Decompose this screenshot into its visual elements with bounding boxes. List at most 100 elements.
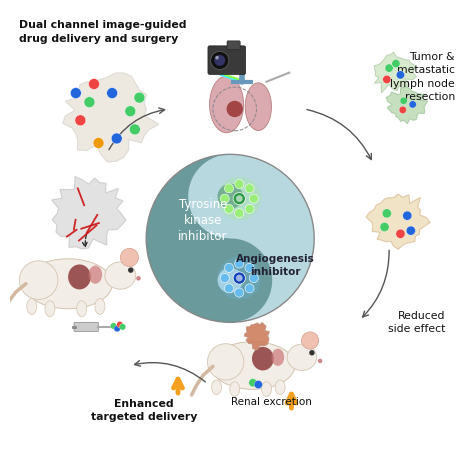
Ellipse shape <box>208 344 244 380</box>
Ellipse shape <box>287 344 317 370</box>
Circle shape <box>245 184 254 193</box>
Circle shape <box>399 106 406 114</box>
Text: Angiogenesis
inhibitor: Angiogenesis inhibitor <box>236 254 315 277</box>
Ellipse shape <box>245 83 272 130</box>
Text: Tyrosine
kinase
inhibitor: Tyrosine kinase inhibitor <box>178 197 228 243</box>
Circle shape <box>75 115 86 126</box>
FancyBboxPatch shape <box>208 46 246 74</box>
Circle shape <box>215 56 219 59</box>
Ellipse shape <box>27 299 37 314</box>
Circle shape <box>125 106 136 117</box>
Ellipse shape <box>105 262 136 289</box>
Circle shape <box>89 79 100 89</box>
Circle shape <box>309 350 315 355</box>
Text: Renal excretion: Renal excretion <box>231 397 311 407</box>
Ellipse shape <box>19 261 58 300</box>
Ellipse shape <box>24 259 112 309</box>
Polygon shape <box>374 52 416 93</box>
Circle shape <box>233 272 246 284</box>
Ellipse shape <box>45 301 55 317</box>
Polygon shape <box>366 194 430 249</box>
Circle shape <box>233 192 246 205</box>
Circle shape <box>249 379 257 387</box>
Polygon shape <box>245 323 269 350</box>
Text: Dual channel image-guided
drug delivery and surgery: Dual channel image-guided drug delivery … <box>19 20 187 44</box>
Ellipse shape <box>68 264 91 290</box>
Circle shape <box>84 97 95 108</box>
Ellipse shape <box>252 347 274 370</box>
Ellipse shape <box>262 382 272 396</box>
Circle shape <box>235 259 244 268</box>
Polygon shape <box>386 87 428 123</box>
Circle shape <box>383 75 391 84</box>
Circle shape <box>249 194 258 203</box>
Circle shape <box>236 275 243 281</box>
Text: Tumor &
metastatic
lymph node
resection: Tumor & metastatic lymph node resection <box>390 52 455 102</box>
Ellipse shape <box>230 382 240 396</box>
Circle shape <box>218 184 243 209</box>
Circle shape <box>225 284 234 293</box>
Ellipse shape <box>89 266 102 284</box>
Circle shape <box>129 124 140 135</box>
Circle shape <box>380 222 389 232</box>
Circle shape <box>119 324 126 330</box>
Circle shape <box>382 209 392 218</box>
Circle shape <box>111 133 122 144</box>
Circle shape <box>249 273 258 282</box>
Circle shape <box>254 380 263 389</box>
Circle shape <box>406 226 415 235</box>
Circle shape <box>107 88 118 99</box>
Circle shape <box>392 59 400 68</box>
Ellipse shape <box>77 301 87 317</box>
Circle shape <box>245 204 254 213</box>
Circle shape <box>225 263 234 272</box>
Circle shape <box>114 326 120 332</box>
Text: Enhanced
targeted delivery: Enhanced targeted delivery <box>91 399 197 423</box>
Circle shape <box>218 268 243 293</box>
Circle shape <box>227 101 243 117</box>
Circle shape <box>120 248 138 266</box>
Ellipse shape <box>211 380 221 395</box>
Ellipse shape <box>275 380 285 395</box>
Circle shape <box>245 263 254 272</box>
Circle shape <box>220 194 229 203</box>
Circle shape <box>409 101 416 108</box>
Polygon shape <box>63 73 159 162</box>
Circle shape <box>318 359 322 363</box>
Ellipse shape <box>272 349 284 366</box>
Circle shape <box>301 332 319 349</box>
Circle shape <box>225 204 234 213</box>
Circle shape <box>235 288 244 297</box>
Circle shape <box>245 284 254 293</box>
Circle shape <box>235 179 244 189</box>
Polygon shape <box>52 177 126 249</box>
Wedge shape <box>146 154 230 322</box>
Circle shape <box>400 97 407 104</box>
Circle shape <box>403 211 412 220</box>
Circle shape <box>136 276 141 281</box>
Circle shape <box>210 51 229 69</box>
Wedge shape <box>230 154 314 322</box>
Circle shape <box>235 209 244 217</box>
Circle shape <box>70 88 81 99</box>
Circle shape <box>218 256 261 300</box>
Circle shape <box>236 195 243 202</box>
Circle shape <box>93 138 104 148</box>
FancyBboxPatch shape <box>227 41 240 49</box>
Circle shape <box>134 92 145 103</box>
Circle shape <box>110 323 117 329</box>
Ellipse shape <box>210 76 244 133</box>
Circle shape <box>188 238 272 322</box>
Circle shape <box>214 55 225 66</box>
Circle shape <box>396 71 404 79</box>
Circle shape <box>218 177 261 221</box>
Circle shape <box>128 267 134 273</box>
FancyBboxPatch shape <box>74 322 99 331</box>
Circle shape <box>188 154 272 238</box>
Circle shape <box>117 321 123 328</box>
Circle shape <box>396 229 405 238</box>
Circle shape <box>220 273 229 282</box>
Circle shape <box>385 64 393 72</box>
Text: Reduced
side effect: Reduced side effect <box>389 311 446 334</box>
Circle shape <box>225 184 234 193</box>
